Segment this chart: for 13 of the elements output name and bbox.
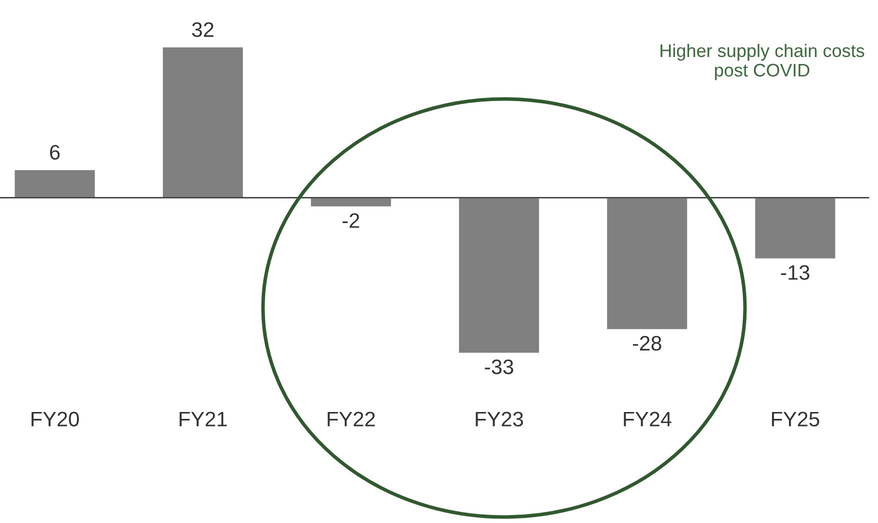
data-label: -33 xyxy=(484,359,514,374)
x-tick-label: FY20 xyxy=(32,412,79,427)
x-tick-label: FY22 xyxy=(328,412,375,426)
data-label: 32 xyxy=(192,22,214,38)
x-tick-label: FY23 xyxy=(476,412,524,427)
data-label: -2 xyxy=(342,213,360,228)
data-label: -28 xyxy=(632,336,662,351)
x-tick-label: FY24 xyxy=(624,412,672,426)
annotation: Higher supply chain costs post COVID xyxy=(660,44,864,80)
data-label: -13 xyxy=(781,265,810,280)
x-tick-label: FY25 xyxy=(772,412,820,427)
x-tick-label: FY21 xyxy=(180,412,227,426)
data-label: 6 xyxy=(50,144,60,160)
